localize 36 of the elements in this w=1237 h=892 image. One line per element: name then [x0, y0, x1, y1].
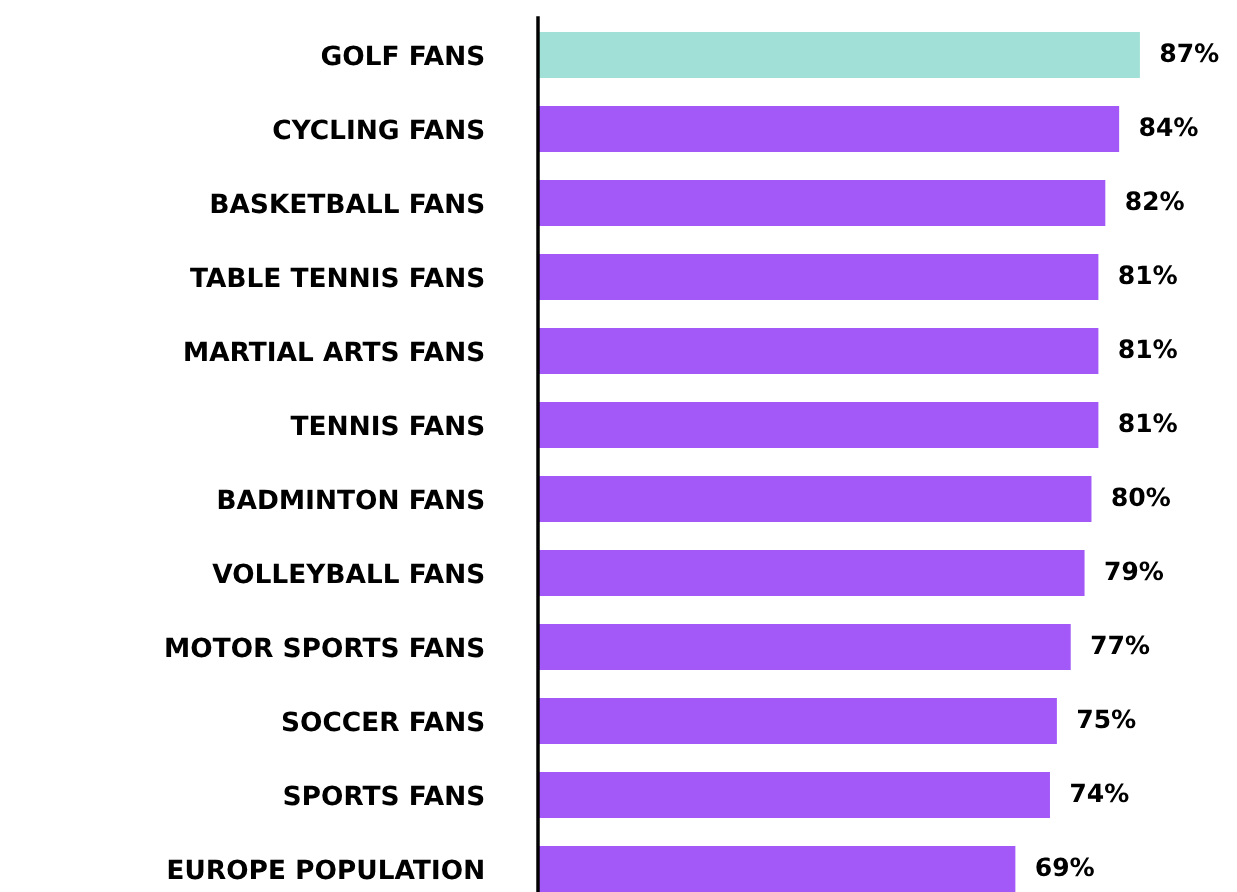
- data-label: 82%: [1126, 191, 1184, 211]
- data-label: 81%: [1119, 265, 1177, 285]
- y-tick-label: CYCLING FANS: [273, 119, 484, 140]
- data-label: 84%: [1140, 117, 1198, 137]
- data-label: 74%: [1071, 783, 1129, 803]
- y-tick-label: BASKETBALL FANS: [211, 193, 484, 214]
- y-tick-label: TENNIS FANS: [290, 415, 484, 436]
- bar: [538, 772, 1050, 818]
- y-tick-label: SPORTS FANS: [284, 785, 484, 806]
- y-tick-label: MOTOR SPORTS FANS: [166, 637, 484, 658]
- bar: [538, 476, 1092, 522]
- data-label: 87%: [1160, 43, 1219, 63]
- data-label: 79%: [1105, 561, 1164, 581]
- data-label: 77%: [1091, 635, 1150, 655]
- bar: [538, 254, 1099, 300]
- bar: [538, 402, 1099, 448]
- bar: [538, 698, 1057, 744]
- bar: [538, 550, 1085, 596]
- bar: [538, 180, 1106, 226]
- y-tick-label: VOLLEYBALL FANS: [212, 563, 484, 584]
- bar: [538, 328, 1099, 374]
- data-label: 75%: [1078, 709, 1136, 729]
- y-tick-label: BADMINTON FANS: [218, 489, 484, 510]
- y-tick-label: GOLF FANS: [321, 45, 484, 66]
- y-tick-label: SOCCER FANS: [282, 711, 484, 732]
- bar: [538, 846, 1016, 892]
- data-label: 81%: [1119, 339, 1177, 359]
- data-label: 81%: [1119, 413, 1177, 433]
- data-label: 80%: [1112, 487, 1170, 507]
- y-tick-label: TABLE TENNIS FANS: [190, 267, 484, 288]
- bar: [538, 624, 1071, 670]
- data-label: 69%: [1036, 857, 1094, 877]
- bar: [538, 106, 1120, 152]
- y-tick-label: EUROPE POPULATION: [168, 859, 483, 880]
- bar: [538, 32, 1140, 78]
- y-tick-label: MARTIAL ARTS FANS: [185, 341, 484, 362]
